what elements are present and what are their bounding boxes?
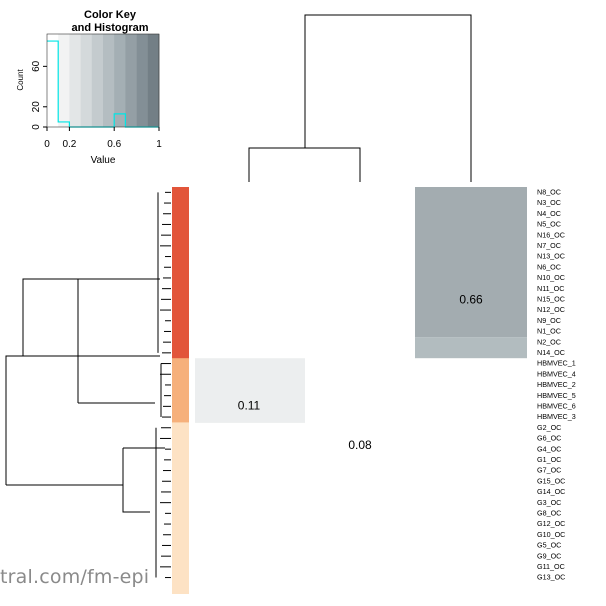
row-label: HBMVEC_3 [537, 412, 576, 421]
row-label: HBMVEC_2 [537, 380, 576, 389]
heatmap-value-label: 0.11 [238, 399, 261, 413]
row-label: G3_OC [537, 498, 561, 507]
row-label: N10_OC [537, 273, 565, 282]
row-label: N1_OC [537, 327, 561, 336]
side-color-hbmvec [172, 358, 189, 423]
color-key-x-tick-label: 1 [156, 139, 162, 150]
row-dendro-oc-branch [22, 278, 160, 357]
row-label: N15_OC [537, 294, 565, 303]
row-label: G4_OC [537, 444, 561, 453]
heatmap-body: 0.66 0.11 0.08 [195, 187, 527, 452]
column-dendrogram [248, 14, 472, 182]
row-label: G6_OC [537, 434, 561, 443]
row-label: G13_OC [537, 573, 565, 582]
col-dendro-left-branch [248, 147, 361, 182]
color-key-swatch [58, 34, 70, 127]
row-label: HBMVEC_4 [537, 369, 576, 378]
color-key-y-tick-label: 0 [31, 124, 42, 130]
color-key-y-tick-label: 20 [31, 101, 42, 113]
color-key-swatch [80, 34, 93, 127]
row-dendro-root [5, 355, 123, 486]
row-label: N5_OC [537, 220, 561, 229]
row-label: HBMVEC_6 [537, 401, 576, 410]
color-key-swatch [69, 34, 81, 127]
heatmap-block-hbmvec-cluster [195, 358, 305, 423]
row-label: N13_OC [537, 252, 565, 261]
row-label: G9_OC [537, 551, 561, 560]
side-color-oc [172, 187, 189, 359]
color-key-ylabel: Count [16, 69, 25, 91]
color-key-subtitle: and Histogram [71, 22, 148, 34]
row-label: N3_OC [537, 198, 561, 207]
row-label: G1_OC [537, 455, 561, 464]
watermark-url: tral.com/fm-epi [0, 566, 150, 588]
color-key-swatch [91, 34, 104, 127]
row-label: N6_OC [537, 262, 561, 271]
row-label: G8_OC [537, 508, 561, 517]
side-color-g [172, 422, 189, 594]
color-key-swatch [114, 34, 126, 127]
color-key-x-tick-label: 0.6 [107, 139, 121, 150]
row-label: HBMVEC_5 [537, 391, 576, 400]
heatmap-value-label: 0.08 [348, 438, 372, 452]
row-label: G10_OC [537, 530, 565, 539]
color-key-frame [46, 33, 160, 128]
row-dendro-hbmvec-branch [77, 279, 155, 404]
row-label: G2_OC [537, 423, 561, 432]
row-dendro-leaves [155, 191, 171, 579]
row-label: N11_OC [537, 284, 564, 293]
color-key: Color Key and Histogram 0 0.2 0.6 1 0 20 60 Va… [16, 9, 162, 166]
color-key-swatch [147, 34, 160, 127]
color-key-swatch [47, 34, 59, 127]
row-label: G5_OC [537, 541, 561, 550]
color-key-x-tick-label: 0.2 [62, 139, 76, 150]
row-label: G12_OC [537, 519, 565, 528]
color-key-swatch [125, 34, 137, 127]
row-label: N4_OC [537, 209, 561, 218]
heatmap-block-n-cluster-tail [415, 337, 527, 359]
color-key-axes: 0 0.2 0.6 1 0 20 60 [31, 60, 162, 150]
color-key-title: Color Key [84, 9, 137, 21]
row-label: N12_OC [537, 305, 565, 314]
col-dendro-root [304, 14, 472, 182]
heatmap-block-n-cluster [415, 187, 527, 338]
color-key-swatch [136, 34, 149, 127]
color-key-gradient [47, 34, 160, 127]
color-key-swatch [103, 34, 115, 127]
heatmap-value-label: 0.66 [459, 293, 483, 307]
row-label: N8_OC [537, 187, 561, 196]
row-label: N14_OC [537, 348, 565, 357]
row-label: G14_OC [537, 487, 565, 496]
row-label: G15_OC [537, 476, 565, 485]
row-dendrogram [5, 191, 171, 579]
color-key-xlabel: Value [91, 155, 116, 166]
color-key-x-tick-label: 0 [44, 139, 50, 150]
row-label: G11_OC [537, 562, 565, 571]
row-label: G7_OC [537, 466, 561, 475]
row-label: HBMVEC_1 [537, 359, 576, 368]
row-label: N2_OC [537, 337, 561, 346]
row-label: N16_OC [537, 230, 565, 239]
row-side-colors [172, 187, 189, 594]
row-label: N7_OC [537, 241, 561, 250]
row-dendro-g-branch [122, 447, 165, 513]
row-label: N9_OC [537, 316, 561, 325]
color-key-y-tick-label: 60 [31, 60, 42, 72]
